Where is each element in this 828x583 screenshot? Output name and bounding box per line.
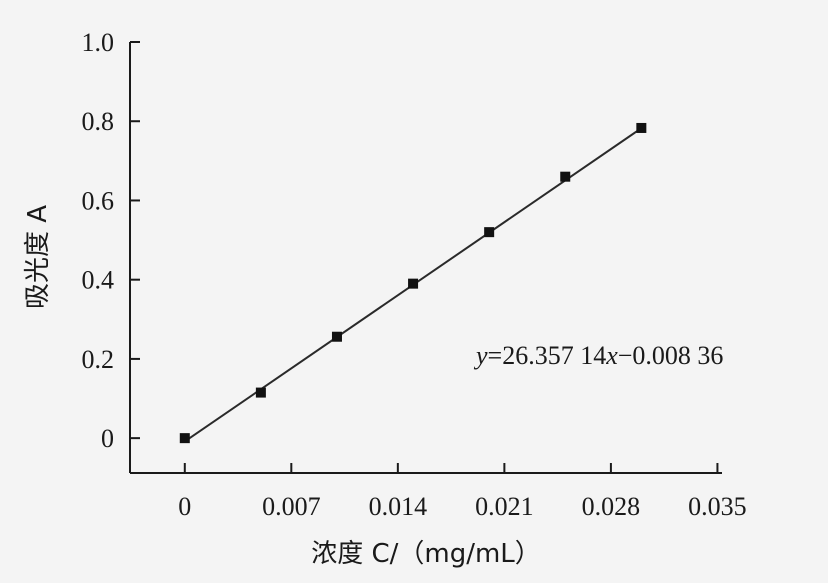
y-tick-label: 0 xyxy=(101,424,114,453)
y-tick-label: 0.2 xyxy=(82,345,115,374)
x-tick-label: 0.028 xyxy=(582,492,641,521)
series-absorbance xyxy=(179,122,647,444)
equation-coefficient: =26.357 14 xyxy=(488,341,607,370)
data-points xyxy=(179,122,647,444)
y-axis: 0 0.2 0.4 0.6 0.8 1.0 xyxy=(82,28,140,473)
y-ticks: 0 0.2 0.4 0.6 0.8 1.0 xyxy=(82,28,140,453)
data-point xyxy=(560,171,571,182)
x-tick-label: 0.007 xyxy=(262,492,321,521)
x-tick-label: 0.021 xyxy=(475,492,534,521)
data-point xyxy=(408,278,419,289)
y-tick-label: 0.8 xyxy=(82,107,115,136)
y-tick-label: 0.4 xyxy=(82,266,115,295)
data-point xyxy=(484,227,495,238)
x-ticks: 0 0.007 0.014 0.021 0.028 0.035 xyxy=(178,463,747,521)
x-tick-label: 0 xyxy=(178,492,191,521)
x-tick-label: 0.035 xyxy=(688,492,747,521)
y-tick-label: 1.0 xyxy=(82,28,115,57)
y-axis-title: 吸光度 A xyxy=(23,205,53,309)
x-tick-label: 0.014 xyxy=(369,492,428,521)
y-tick-label: 0.6 xyxy=(82,186,115,215)
x-axis-title: 浓度 C/（mg/mL） xyxy=(311,539,541,569)
equation-intercept: −0.008 36 xyxy=(618,341,724,370)
equation-x-var: x xyxy=(605,341,618,370)
x-axis: 0 0.007 0.014 0.021 0.028 0.035 xyxy=(130,463,747,521)
data-point xyxy=(636,122,647,133)
data-point xyxy=(179,433,190,444)
equation-y-var: y xyxy=(473,341,488,370)
data-point xyxy=(255,387,266,398)
data-point xyxy=(331,331,342,342)
regression-equation: y=26.357 14x−0.008 36 xyxy=(473,341,723,370)
